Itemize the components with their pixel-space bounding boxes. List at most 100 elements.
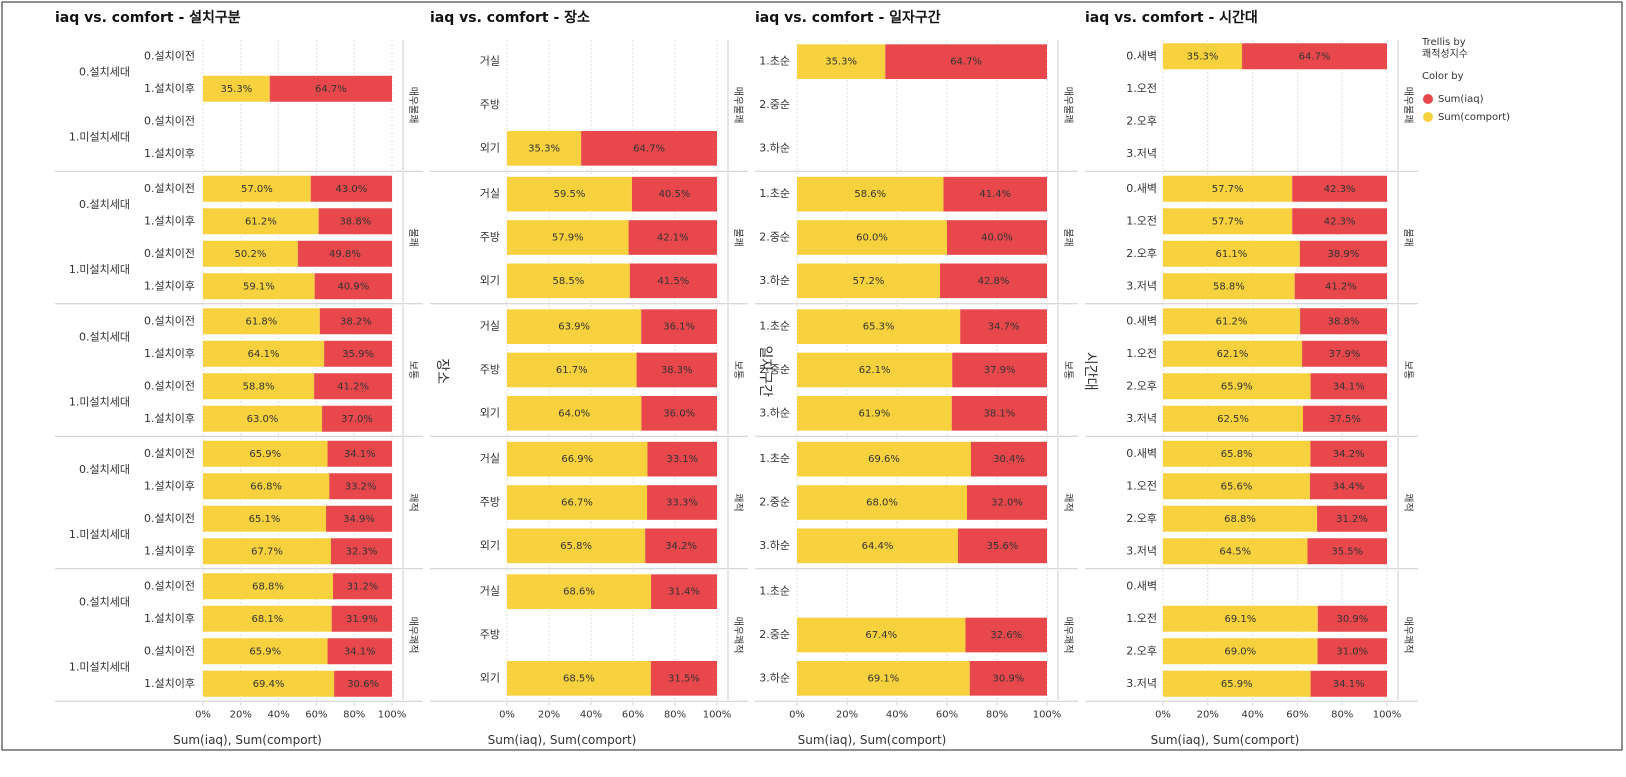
category-label: 외기 [480,406,500,419]
category-label: 1.오전 [1126,82,1157,95]
y-axis-label: 일자구간 [757,345,773,397]
bar-segment [507,441,648,477]
value-label: 37.9% [984,365,1016,376]
bar-segment [319,308,392,335]
legend-field: 쾌적성지수 [1422,48,1468,60]
panel-label: 쾌적 [407,493,419,511]
value-label: 69.6% [868,454,900,465]
value-label: 43.0% [335,184,367,195]
bar-segment [958,528,1047,564]
bar-segment [1163,440,1311,467]
value-label: 32.0% [991,498,1023,509]
panel-label: 보통 [407,361,419,379]
value-label: 64.7% [633,143,665,154]
category-label: 2.오후 [1126,114,1157,127]
bar-segment [797,396,952,431]
value-label: 69.4% [253,679,285,690]
category-label: 1.초순 [759,55,790,68]
bar-segment [1163,505,1318,532]
panel-label: 보통 [1062,361,1074,379]
value-label: 64.7% [950,57,982,68]
group-label: 1.미설치세대 [69,528,130,541]
value-label: 34.4% [1333,481,1365,492]
value-label: 64.7% [315,84,347,95]
bar-segment [1163,373,1311,400]
value-label: 32.3% [346,546,378,557]
value-label: 42.3% [1324,184,1356,195]
legend-title: Trellis by [1421,37,1466,48]
bar-segment [629,263,717,299]
bar-segment [1317,505,1387,532]
value-label: 30.9% [992,673,1024,684]
group-label: 0.설치세대 [79,463,130,476]
bar-segment [641,309,717,344]
x-tick-label: 0% [789,710,805,721]
bar-segment [326,505,392,532]
x-tick-label: 0% [1155,710,1171,721]
frame [1,1,1623,751]
value-label: 40.0% [981,233,1013,244]
bar-segment [203,340,325,367]
panel-label: 매우쾌적 [1402,617,1414,654]
value-label: 37.5% [1329,414,1361,425]
x-tick-label: 40% [580,710,602,721]
value-label: 57.2% [853,276,885,287]
category-label: 1.설치이후 [144,677,195,690]
value-label: 36.1% [663,322,695,333]
y-axis-label: 시간대 [1082,352,1098,391]
value-label: 68.1% [251,614,283,625]
bar-segment [1163,43,1243,70]
category-label: 1.초순 [759,320,790,333]
category-label: 0.새벽 [1126,447,1157,460]
category-label: 0.설치이전 [144,182,195,195]
bar-segment [971,441,1047,477]
value-label: 65.9% [249,646,281,657]
category-label: 0.설치이전 [144,579,195,592]
value-label: 34.1% [1333,381,1365,392]
bar-segment [1163,638,1318,665]
legend-swatch [1423,94,1433,104]
bar-segment [203,308,320,335]
bar-segment [797,617,966,653]
value-label: 64.5% [1219,546,1251,557]
value-label: 35.3% [528,143,560,154]
bar-segment [297,240,392,267]
panel-label: 쾌적 [1062,493,1074,511]
category-label: 1.설치이후 [144,279,195,292]
category-label: 2.중순 [759,363,790,376]
bar-segment [650,661,717,696]
category-label: 2.오후 [1126,512,1157,525]
value-label: 33.3% [666,498,698,509]
category-label: 2.오후 [1126,247,1157,260]
x-tick-label: 100% [378,710,407,721]
panel-label: 매우쾌적 [732,617,744,654]
bar-segment [203,75,270,102]
value-label: 58.8% [1213,281,1245,292]
bar-segment [1317,605,1387,632]
value-label: 62.5% [1217,414,1249,425]
bar-segment [797,176,944,212]
category-label: 0.새벽 [1126,314,1157,327]
bar-segment [203,473,330,500]
bar-segment [1163,473,1310,500]
value-label: 64.1% [248,349,280,360]
value-label: 57.7% [1212,216,1244,227]
bar-segment [507,176,632,212]
bar-segment [203,208,319,235]
bar-segment [1303,405,1387,432]
bar-segment [203,405,323,432]
value-label: 67.7% [251,546,283,557]
bar-segment [797,263,940,299]
category-label: 0.새벽 [1126,182,1157,195]
value-label: 34.2% [1333,449,1365,460]
bar-segment [885,44,1047,79]
value-label: 58.6% [854,189,886,200]
value-label: 34.9% [343,514,375,525]
category-label: 0.설치이전 [144,447,195,460]
bar-segment [797,44,886,79]
panel-label: 보통 [732,361,744,379]
bar-segment [1163,208,1293,235]
category-label: 외기 [480,539,500,552]
category-label: 1.설치이후 [144,412,195,425]
bar-segment [797,661,970,696]
